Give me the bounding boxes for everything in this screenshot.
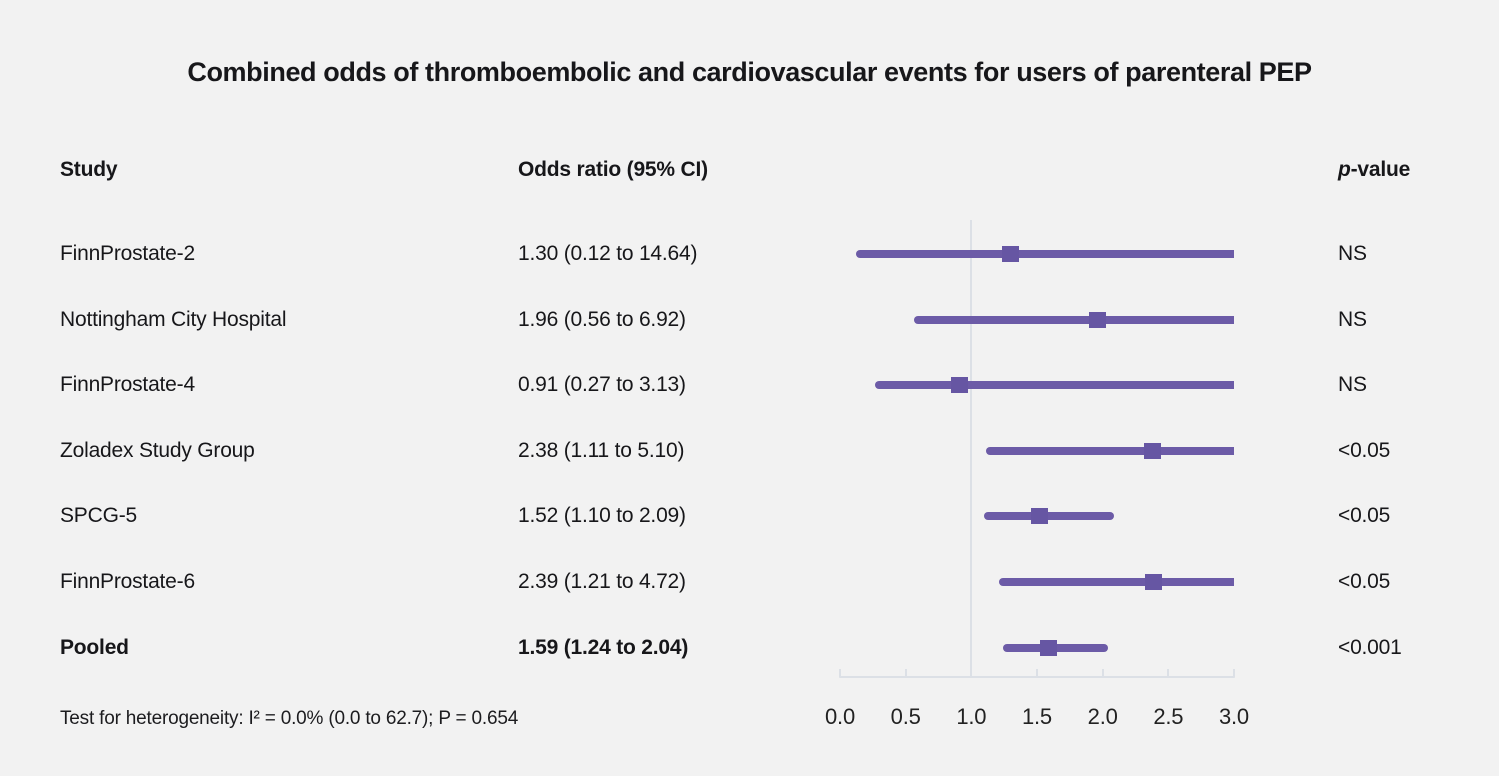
axis-tick-label: 3.0 [1218, 704, 1249, 729]
axis-tick-label: 1.5 [1021, 704, 1052, 729]
point-estimate-marker [1145, 574, 1163, 590]
confidence-interval-line [985, 446, 1234, 455]
p-value-text: <0.05 [1338, 504, 1391, 528]
p-value-text: <0.05 [1338, 570, 1391, 593]
study-label: Zoladex Study Group [60, 438, 255, 462]
odds-ratio-text: 1.59 (1.24 to 2.04) [518, 635, 689, 659]
axis-tick [1101, 669, 1104, 677]
point-estimate-marker [1040, 639, 1058, 656]
odds-ratio-text: 2.39 (1.21 to 4.72) [518, 570, 686, 593]
study-label: SPCG-5 [60, 504, 137, 528]
study-label: Nottingham City Hospital [60, 307, 287, 331]
p-value-text: NS [1338, 242, 1367, 265]
axis-tick [1167, 669, 1170, 677]
axis-tick-label: 2.0 [1087, 704, 1118, 729]
point-estimate-marker [1144, 442, 1162, 459]
axis-tick [904, 669, 907, 677]
study-label: FinnProstate-4 [60, 373, 195, 397]
p-value-text: <0.05 [1338, 438, 1391, 462]
confidence-interval-line [875, 381, 1234, 390]
point-estimate-marker [1088, 311, 1106, 328]
x-axis-line [839, 676, 1235, 678]
point-estimate-marker [951, 377, 968, 394]
point-estimate-marker [1031, 508, 1049, 525]
confidence-interval-line [855, 250, 1234, 258]
heterogeneity-note: Test for heterogeneity: I² = 0.0% (0.0 t… [60, 708, 519, 729]
odds-ratio-text: 2.38 (1.11 to 5.10) [518, 438, 685, 462]
p-value-text: NS [1338, 373, 1367, 397]
axis-tick-label: 0.0 [825, 704, 855, 729]
axis-tick-label: 1.0 [956, 704, 987, 729]
axis-tick [1232, 669, 1235, 677]
axis-tick-label: 2.5 [1153, 704, 1184, 729]
confidence-interval-line [913, 315, 1234, 324]
axis-tick-label: 0.5 [890, 704, 921, 729]
odds-ratio-text: 1.30 (0.12 to 14.64) [518, 242, 698, 265]
p-value-rest: -value [1350, 158, 1411, 181]
chart-title: Combined odds of thromboembolic and card… [187, 57, 1312, 87]
p-value-text: NS [1338, 307, 1367, 331]
odds-ratio-text: 1.96 (0.56 to 6.92) [518, 307, 686, 331]
column-header-odds-ratio: Odds ratio (95% CI) [518, 158, 708, 181]
study-label: FinnProstate-2 [60, 242, 195, 265]
axis-tick [839, 669, 841, 677]
column-header-p-value: p-value [1338, 157, 1410, 183]
study-label: FinnProstate-6 [60, 570, 195, 593]
p-value-text: <0.001 [1338, 635, 1402, 659]
axis-tick [1035, 669, 1038, 677]
odds-ratio-text: 0.91 (0.27 to 3.13) [518, 373, 686, 397]
axis-tick [970, 669, 973, 677]
odds-ratio-text: 1.52 (1.10 to 2.09) [518, 504, 686, 528]
p-value-italic-p: p [1338, 158, 1351, 181]
point-estimate-marker [1002, 246, 1020, 262]
study-label: Pooled [60, 635, 129, 659]
confidence-interval-line [998, 578, 1234, 586]
reference-line [970, 220, 973, 677]
confidence-interval-line [984, 512, 1115, 521]
column-header-study: Study [60, 158, 118, 181]
